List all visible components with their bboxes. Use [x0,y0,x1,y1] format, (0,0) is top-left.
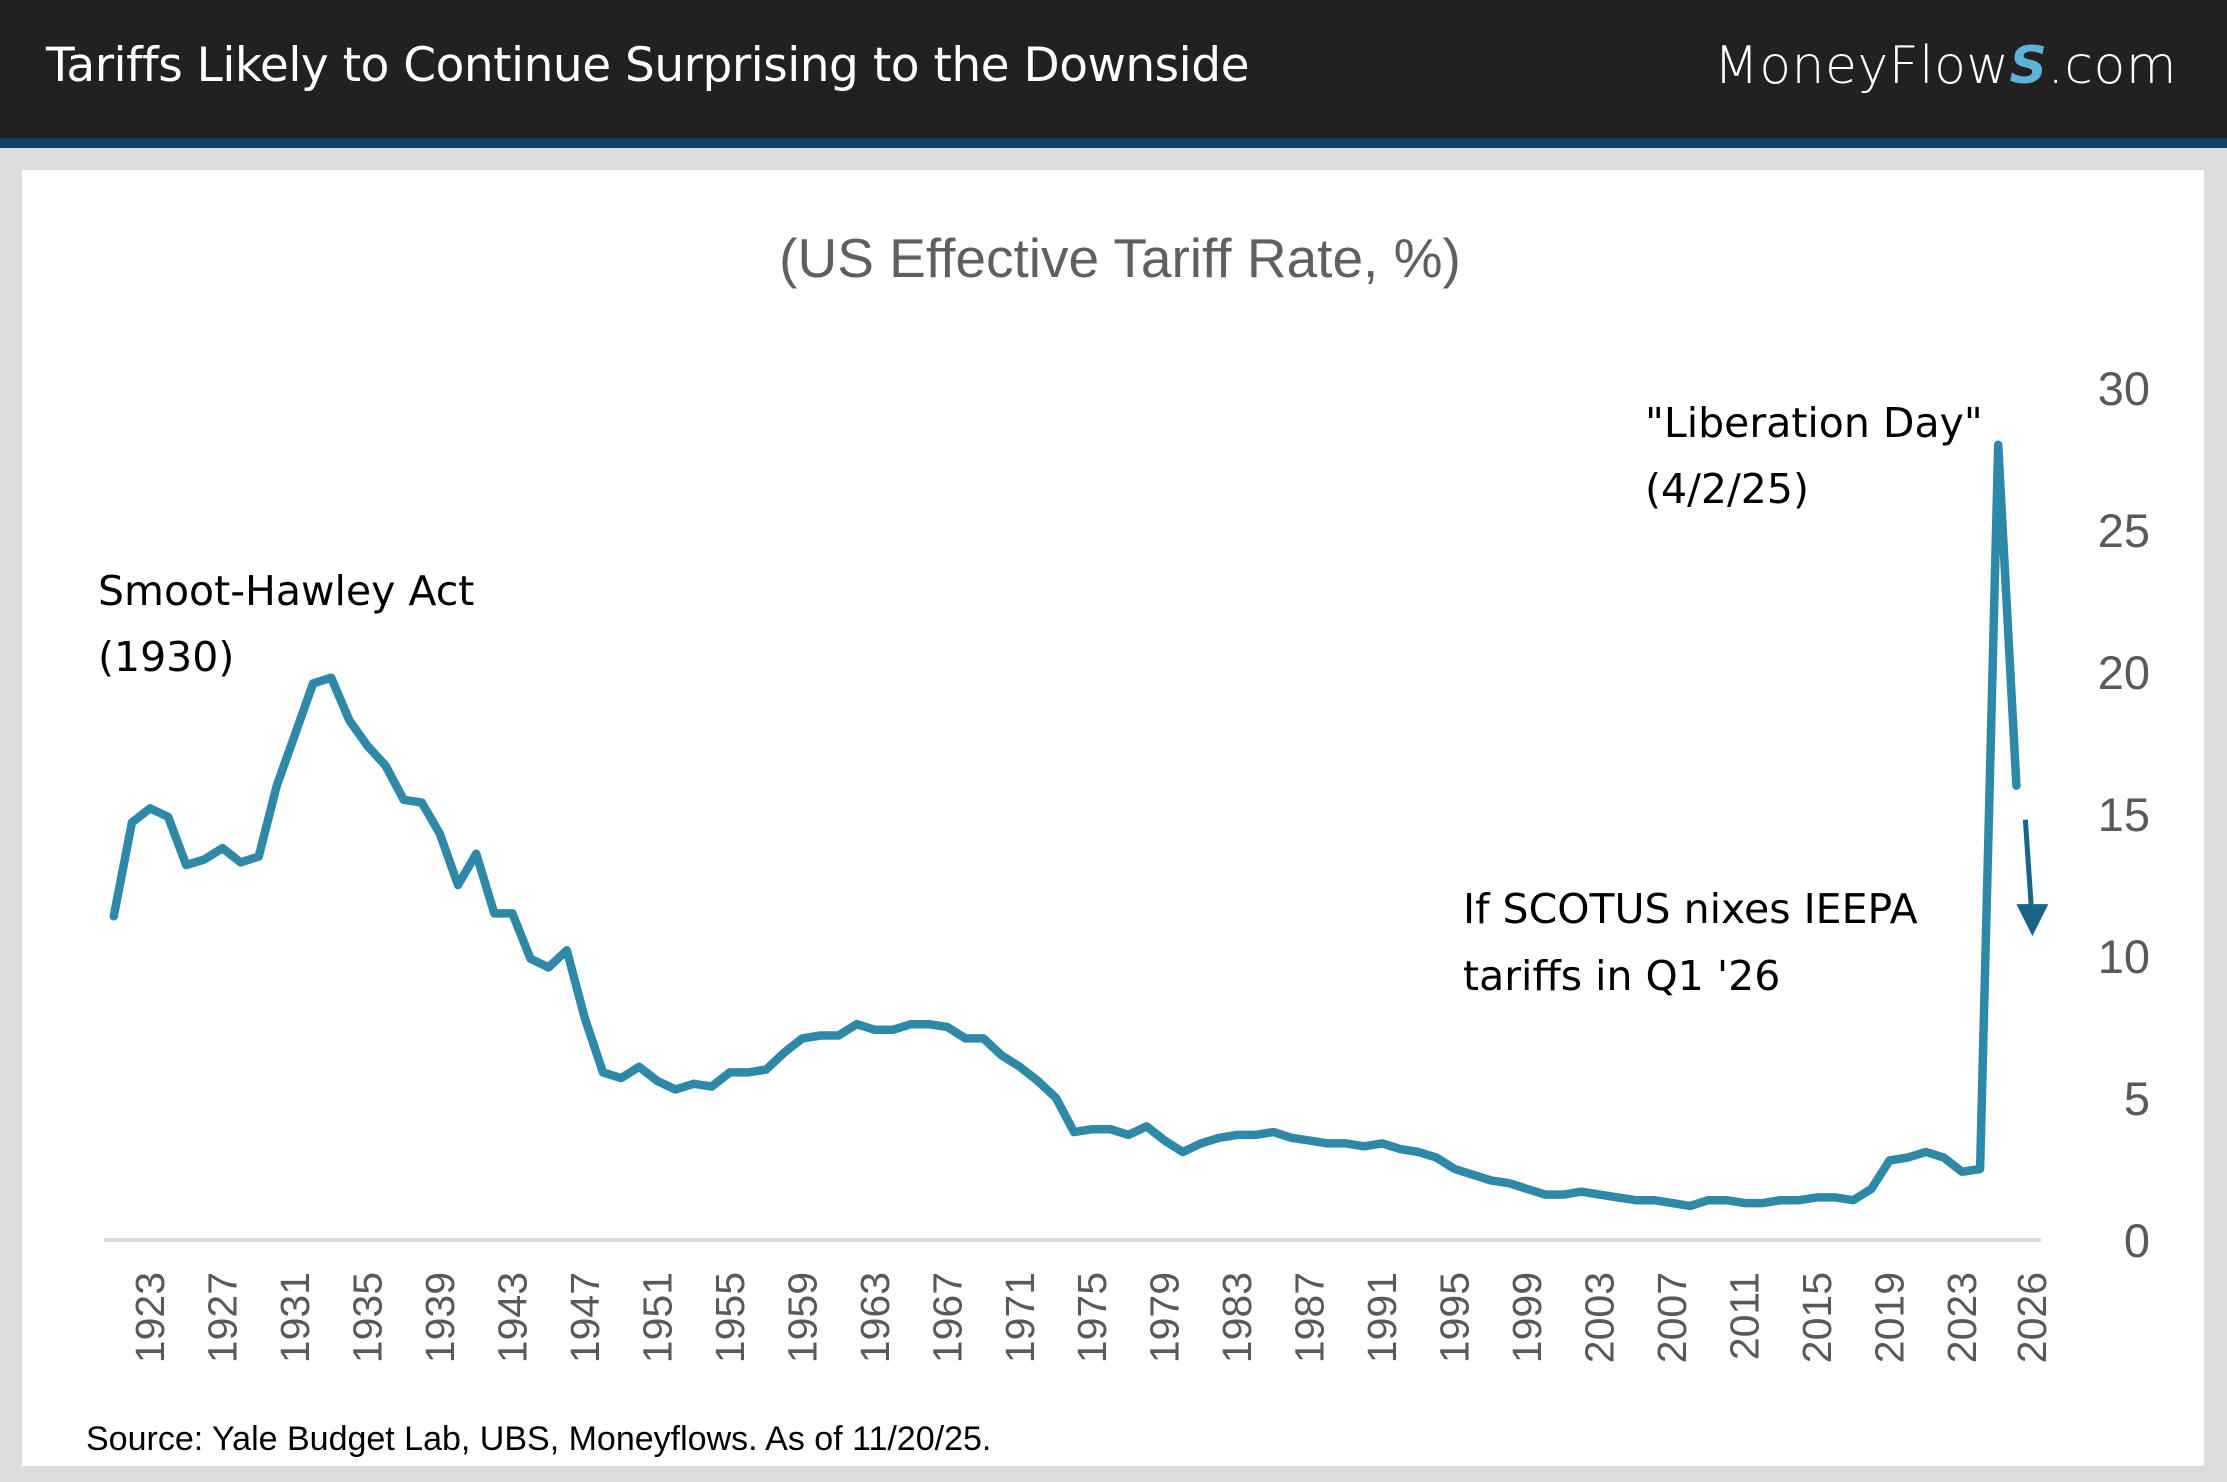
x-tick-label: 1971 [997,1272,1043,1363]
x-tick-label: 2011 [1722,1272,1768,1360]
annotation-scotus-line1: If SCOTUS nixes IEEPA [1463,885,1918,933]
x-tick-label: 1935 [344,1272,390,1363]
annotation-smoot-hawley-line2: (1930) [98,633,234,681]
projection-arrow-icon [2016,819,2049,937]
x-tick-label: 1923 [127,1272,173,1363]
series-line-tariff-rate [109,440,2021,1211]
source-note: Source: Yale Budget Lab, UBS, Moneyflows… [86,1420,991,1458]
y-tick-label: 15 [2098,788,2150,841]
header-accent-strip [0,138,2227,148]
x-tick-label: 2023 [1939,1272,1985,1363]
x-axis: 1923 1927 1931 1935 1939 1943 1947 1951 1955 1959… [127,1272,2055,1363]
chart-title: (US Effective Tariff Rate, %) [779,227,1461,289]
page-title: Tariffs Likely to Continue Surprising to… [46,38,1249,93]
header-bar: Tariffs Likely to Continue Surprising to… [0,0,2227,138]
x-tick-label: 1947 [562,1272,608,1363]
y-tick-label: 0 [2124,1214,2150,1267]
x-tick-label: 1963 [852,1272,898,1363]
x-tick-label: 1931 [272,1272,318,1363]
annotation-smoot-hawley-line1: Smoot-Hawley Act [98,567,474,615]
x-tick-label: 2026 [2009,1272,2055,1363]
y-tick-label: 25 [2098,504,2150,557]
x-tick-label: 1959 [779,1272,825,1363]
chart-panel [22,170,2204,1466]
y-tick-label: 30 [2098,362,2150,415]
annotation-liberation-day-line2: (4/2/25) [1645,465,1809,513]
x-tick-label: 1951 [634,1272,680,1363]
x-tick-label: 1943 [489,1272,535,1363]
annotation-liberation-day-line1: "Liberation Day" [1645,399,1983,447]
x-tick-label: 1939 [417,1272,463,1363]
x-tick-label: 2003 [1577,1272,1623,1363]
x-tick-label: 1975 [1069,1272,1115,1363]
x-tick-label: 1999 [1504,1272,1550,1363]
x-tick-label: 2015 [1794,1272,1840,1363]
logo-domain: .com [2047,36,2177,96]
x-tick-label: 1995 [1432,1272,1478,1363]
x-tick-label: 1983 [1214,1272,1260,1363]
x-tick-label: 2007 [1649,1272,1695,1363]
arrow-head [2016,904,2049,937]
logo-text: MoneyFlow [1713,36,2010,96]
y-axis: 0 5 10 15 20 25 30 [2098,362,2150,1267]
x-tick-label: 1927 [199,1272,245,1363]
logo-s-icon: S [2009,36,2048,96]
x-tick-label: 1967 [924,1272,970,1363]
x-tick-label: 2019 [1867,1272,1913,1363]
x-tick-label: 1979 [1142,1272,1188,1363]
annotation-scotus-line2: tariffs in Q1 '26 [1463,952,1780,1000]
y-tick-label: 10 [2098,930,2150,983]
data-points [112,443,2019,1208]
x-tick-label: 1987 [1287,1272,1333,1363]
x-tick-label: 1991 [1359,1272,1405,1363]
moneyflows-logo[interactable]: MoneyFlowS.com [1714,36,2177,96]
x-tick-label: 1955 [707,1272,753,1363]
y-tick-label: 20 [2098,646,2150,699]
arrow-shaft [2022,819,2034,909]
y-tick-label: 5 [2124,1072,2150,1125]
